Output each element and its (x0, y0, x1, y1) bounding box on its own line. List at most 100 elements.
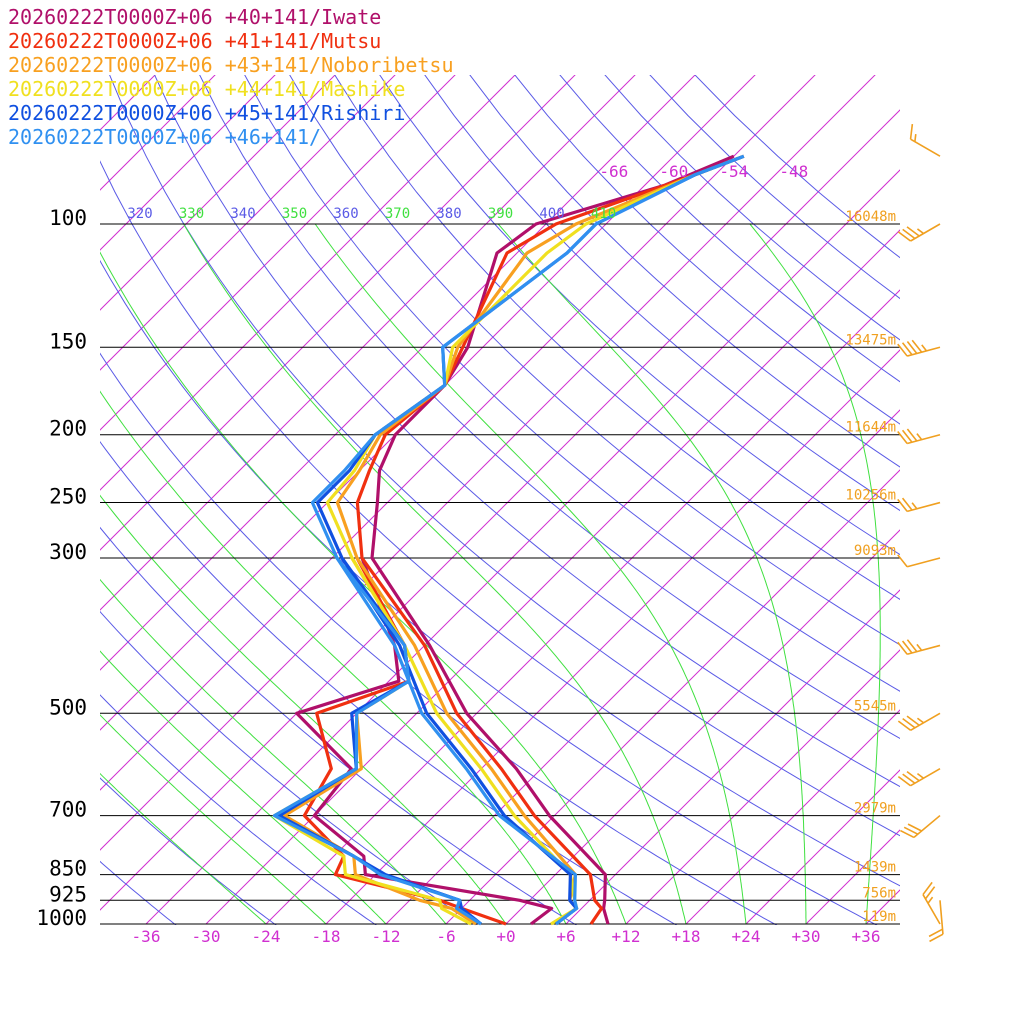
legend-entry: 20260222T0000Z+06 +40+141/Iwate (8, 5, 381, 29)
height-label: 756m (862, 885, 896, 901)
theta-label: 410 (591, 206, 616, 222)
dry-adiabat-line (100, 694, 377, 925)
wind-barbs (897, 123, 944, 943)
moist-adiabat-line (100, 714, 327, 925)
legend-entry: 20260222T0000Z+06 +45+141/Rishiri (8, 101, 405, 125)
height-label: 2979m (854, 801, 896, 817)
dry-adiabat-line (100, 860, 177, 925)
pressure-label: 925 (49, 882, 87, 906)
height-label: 119m (862, 909, 896, 925)
isotherm-line (325, 349, 900, 925)
dry-adiabat-line (100, 352, 778, 925)
moist-adiabat-line (100, 494, 507, 925)
dry-adiabat-line (514, 75, 900, 425)
dry-adiabat-line (649, 75, 900, 300)
dry-adiabat-line (100, 160, 900, 887)
temperature-tick-label: -6 (436, 927, 455, 946)
isotherm-line (625, 649, 900, 925)
dewpoint-trace (302, 557, 507, 926)
dry-adiabat-line (199, 75, 900, 740)
theta-label: 340 (230, 206, 255, 222)
temperature-tick-label: +6 (556, 927, 575, 946)
wind-barb (922, 881, 941, 925)
temperature-trace (370, 154, 735, 925)
height-label: 1439m (854, 860, 896, 876)
wind-barb (897, 223, 941, 242)
temperature-tick-label: +18 (672, 927, 701, 946)
isotherm-line (265, 289, 900, 925)
wind-barb (909, 123, 941, 157)
isotherm-top-label: -60 (659, 162, 688, 181)
dewpoint-trace (295, 557, 554, 926)
isotherm-line (100, 75, 636, 611)
isotherm-line (445, 469, 900, 925)
temperature-tick-label: -36 (132, 927, 161, 946)
dry-adiabat-line (100, 440, 678, 925)
isotherm-line (745, 769, 900, 925)
temperature-tick-label: +0 (496, 927, 515, 946)
wind-barb (897, 768, 941, 787)
dry-adiabat-line (424, 75, 900, 512)
dry-adiabat-line (244, 75, 900, 692)
isotherm-line (145, 169, 900, 925)
legend-entry: 20260222T0000Z+06 +44+141/Mashike (8, 77, 405, 101)
isotherm-line (100, 75, 576, 551)
temperature-tick-label: -12 (372, 927, 401, 946)
pressure-label: 500 (49, 695, 87, 719)
dry-adiabat-line (100, 777, 277, 925)
theta-label: 320 (127, 206, 152, 222)
theta-label: 350 (282, 206, 307, 222)
isotherm-line (685, 709, 900, 925)
pressure-label: 100 (49, 206, 87, 230)
height-label: 10256m (845, 488, 896, 504)
temperature-tick-label: +24 (732, 927, 761, 946)
moist-adiabat-line (100, 650, 387, 925)
legend-entry: 20260222T0000Z+06 +43+141/Noboribetsu (8, 53, 454, 77)
isotherm-line (100, 75, 216, 191)
moist-adiabat-line (100, 772, 267, 925)
isotherm-line (986, 69, 1024, 924)
isotherm-top-label: -54 (719, 162, 748, 181)
isotherm-line (100, 75, 456, 431)
dry-adiabat-line (289, 75, 900, 646)
background-lines (100, 69, 1024, 925)
temperature-tick-label: -24 (252, 927, 281, 946)
temperature-tick-label: -18 (312, 927, 341, 946)
theta-label: 390 (488, 206, 513, 222)
pressure-label: 850 (49, 857, 87, 881)
isotherm-line (385, 409, 900, 925)
wind-barb (897, 428, 941, 445)
pressure-label: 150 (49, 329, 87, 353)
theta-label: 330 (179, 206, 204, 222)
isotherm-top-label: -48 (779, 162, 808, 181)
pressure-label: 1000 (36, 906, 87, 930)
wind-barb (928, 900, 944, 943)
isotherm-line (805, 829, 900, 925)
pressure-label: 250 (49, 485, 87, 509)
theta-label: 370 (385, 206, 410, 222)
isotherm-line (505, 529, 900, 925)
height-label: 9093m (854, 543, 896, 559)
height-label: 5545m (854, 698, 896, 714)
isotherm-line (100, 75, 696, 671)
dewpoint-trace (272, 557, 482, 926)
temperature-trace (355, 154, 745, 925)
theta-label: 360 (333, 206, 358, 222)
dry-adiabat-line (379, 75, 900, 556)
theta-label: 380 (436, 206, 461, 222)
isotherm-line (100, 75, 516, 491)
wind-barb (897, 497, 941, 513)
legend: 20260222T0000Z+06 +40+141/Iwate20260222T… (8, 5, 454, 149)
temperature-tick-label: +30 (792, 927, 821, 946)
moist-adiabat-line (497, 223, 807, 924)
isotherm-line (100, 75, 336, 311)
temperature-tick-label: +12 (612, 927, 641, 946)
isotherm-line (926, 69, 1024, 924)
pressure-label: 300 (49, 540, 87, 564)
height-label: 16048m (845, 209, 896, 225)
legend-entry: 20260222T0000Z+06 +41+141/Mutsu (8, 29, 381, 53)
dry-adiabat-line (100, 526, 578, 925)
height-label: 11644m (845, 420, 896, 436)
